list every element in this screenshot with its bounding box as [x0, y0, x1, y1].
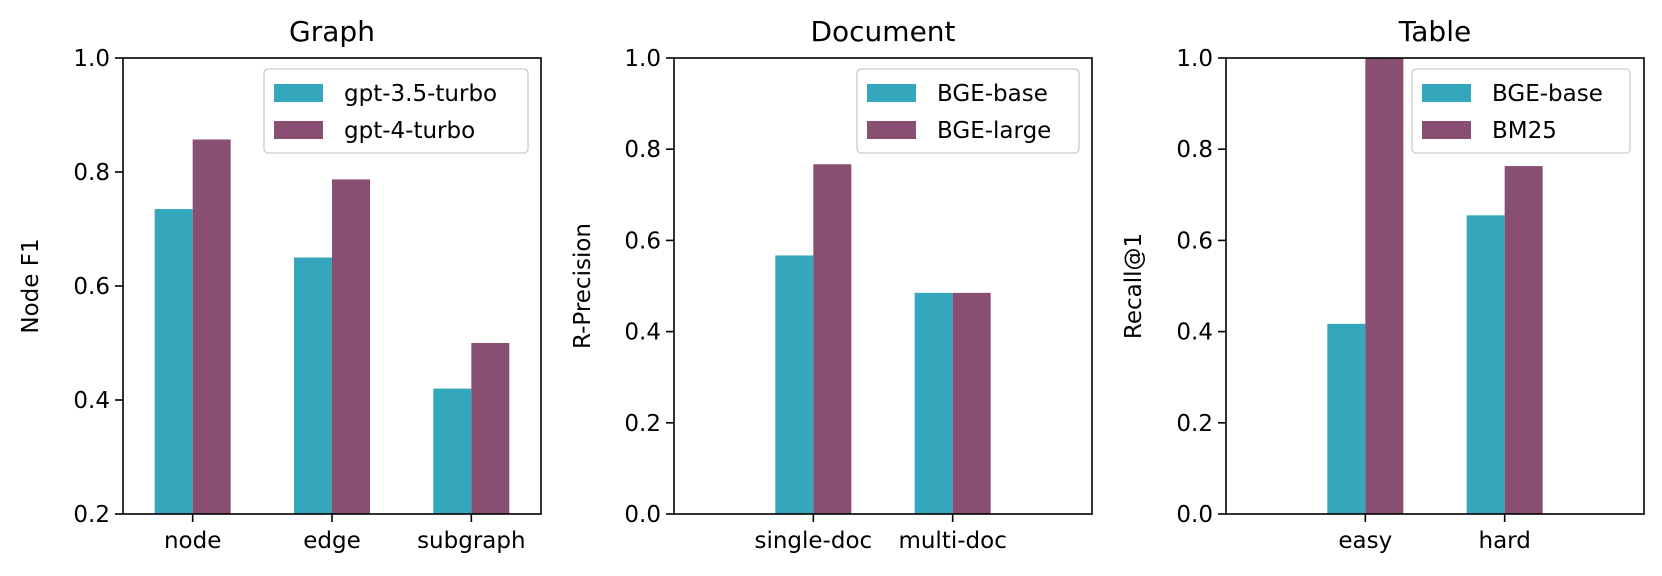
graph-y-axis-label: Node F1 [18, 238, 44, 333]
table-y-tick-label: 0.8 [1176, 137, 1213, 163]
table-x-tick-label-easy: easy [1338, 528, 1392, 554]
document-y-tick-label: 0.2 [624, 411, 661, 437]
table-y-tick-label: 1.0 [1176, 46, 1213, 72]
graph-panel: 0.2 0.4 0.6 0.8 1.0 node edge subgraph Graph No… [18, 15, 542, 554]
table-legend-swatch-bm25 [1422, 121, 1471, 139]
table-bar-bge-base-easy [1327, 323, 1366, 514]
document-plot-frame [673, 57, 1093, 515]
document-x-tick-label-multi-doc: multi-doc [898, 528, 1006, 554]
graph-y-tick-label: 0.6 [73, 274, 110, 300]
graph-legend: gpt-3.5-turbo gpt-4-turbo [263, 68, 529, 154]
document-bar-bge-base-multi-doc [914, 292, 953, 514]
graph-x-tick-label-subgraph: subgraph [417, 528, 526, 554]
table-bar-bge-base-hard [1466, 215, 1505, 514]
graph-x-tick-label-node: node [164, 528, 221, 554]
table-legend: BGE-base BM25 [1411, 68, 1631, 154]
table-y-axis-label: Recall@1 [1121, 233, 1147, 339]
table-legend-swatch-bge-base [1422, 84, 1471, 102]
graph-legend-swatch-gpt-3-5-turbo [274, 84, 323, 102]
document-y-tick-label: 0.4 [624, 320, 661, 346]
table-y-tick-label: 0.2 [1176, 411, 1213, 437]
table-panel: 0.0 0.2 0.4 0.6 0.8 1.0 easy hard Table Recall@… [1121, 15, 1645, 554]
graph-bar-gpt-4-turbo-edge [332, 179, 370, 514]
table-legend-label-bge-base: BGE-base [1492, 81, 1603, 107]
document-legend: BGE-base BGE-large [856, 68, 1080, 154]
document-y-tick-label: 0.8 [624, 137, 661, 163]
table-bar-bm25-hard [1504, 166, 1543, 514]
document-legend-label-bge-base: BGE-base [937, 81, 1048, 107]
document-legend-swatch-bge-large [867, 121, 916, 139]
document-bar-bge-large-multi-doc [952, 292, 991, 514]
graph-bar-gpt-3-5-turbo-subgraph [433, 388, 472, 514]
graph-y-tick-label: 0.8 [73, 160, 110, 186]
graph-y-tick-label: 0.2 [73, 502, 110, 528]
document-y-tick-label: 0.6 [624, 228, 661, 254]
graph-bar-gpt-4-turbo-subgraph [471, 343, 510, 514]
document-x-tick-label-single-doc: single-doc [754, 528, 872, 554]
document-legend-label-bge-large: BGE-large [937, 118, 1051, 144]
document-panel: 0.0 0.2 0.4 0.6 0.8 1.0 single-doc multi-doc Do… [570, 15, 1093, 554]
table-y-tick-label: 0.0 [1176, 502, 1213, 528]
document-bar-bge-base-single-doc [775, 255, 814, 514]
table-plot-frame [1225, 57, 1645, 515]
table-bar-bm25-easy [1365, 58, 1404, 514]
document-y-axis-label: R-Precision [570, 223, 596, 349]
table-legend-label-bm25: BM25 [1492, 118, 1557, 144]
graph-legend-label-gpt-3-5-turbo: gpt-3.5-turbo [344, 81, 497, 107]
graph-title: Graph [289, 15, 375, 48]
graph-bar-gpt-3-5-turbo-edge [294, 257, 332, 514]
table-y-tick-label: 0.4 [1176, 320, 1213, 346]
graph-plot-frame [122, 57, 542, 515]
graph-legend-label-gpt-4-turbo: gpt-4-turbo [344, 118, 475, 144]
graph-y-tick-label: 1.0 [73, 46, 110, 72]
graph-bar-gpt-4-turbo-node [192, 139, 231, 514]
graph-bar-gpt-3-5-turbo-node [154, 209, 193, 515]
table-y-tick-label: 0.6 [1176, 228, 1213, 254]
document-legend-swatch-bge-base [867, 84, 916, 102]
document-bar-bge-large-single-doc [813, 164, 852, 514]
graph-y-tick-label: 0.4 [73, 388, 110, 414]
graph-x-tick-label-edge: edge [303, 528, 361, 554]
graph-legend-swatch-gpt-4-turbo [274, 121, 323, 139]
table-x-tick-label-hard: hard [1479, 528, 1531, 554]
graph-legend-frame [263, 68, 529, 154]
document-title: Document [810, 15, 955, 48]
table-title: Table [1398, 15, 1471, 48]
document-y-tick-label: 0.0 [624, 502, 661, 528]
document-y-tick-label: 1.0 [624, 46, 661, 72]
